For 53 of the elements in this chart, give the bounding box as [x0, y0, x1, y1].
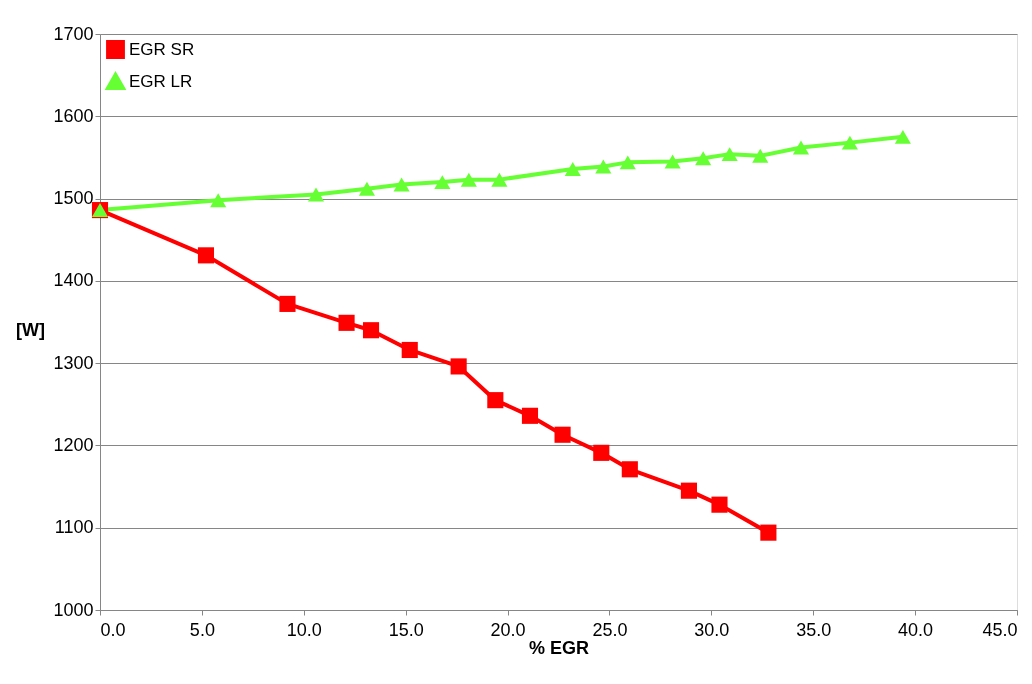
point [450, 358, 467, 375]
point [680, 482, 697, 499]
point [841, 135, 858, 150]
point [621, 461, 638, 478]
x-tick-label: 5.0 [189, 619, 215, 640]
x-tick-label: 10.0 [286, 619, 322, 640]
point [338, 314, 355, 331]
point [721, 147, 738, 162]
x-tick-label: 25.0 [592, 619, 628, 640]
y-tick-label: 1600 [53, 105, 94, 126]
point [487, 392, 504, 409]
point [210, 193, 227, 208]
point [197, 247, 215, 264]
point [393, 177, 410, 192]
point [554, 426, 571, 443]
point [460, 172, 477, 187]
y-tick-label: 1200 [53, 434, 94, 455]
point [491, 172, 508, 187]
point [401, 341, 418, 359]
point [664, 154, 681, 169]
point [358, 181, 376, 196]
point [894, 129, 911, 144]
point [362, 322, 380, 339]
x-tick-label: 30.0 [694, 619, 730, 640]
point [619, 155, 636, 170]
point [595, 159, 612, 174]
y-tick-label: 1100 [54, 517, 94, 538]
x-tick-label: 45.0 [982, 619, 1018, 640]
x-tick-label: 0.0 [100, 619, 126, 640]
y-tick-label: 1500 [53, 188, 94, 209]
y-tick-label: 1700 [53, 23, 94, 44]
point [792, 140, 810, 155]
x-tick-label: 40.0 [898, 619, 934, 640]
point [307, 187, 325, 202]
point [434, 175, 451, 190]
point [521, 407, 539, 424]
x-tick-label: 15.0 [388, 619, 424, 640]
x-tick-label: 20.0 [490, 619, 526, 640]
point [564, 161, 581, 176]
y-tick-label: 1300 [53, 352, 94, 373]
point [279, 295, 296, 312]
y-tick-label: 1400 [53, 270, 94, 291]
x-axis-title: % EGR [528, 637, 590, 658]
point [695, 151, 712, 166]
point [760, 524, 777, 541]
y-tick-label: 1000 [53, 599, 94, 620]
point [752, 148, 769, 163]
y-axis-title: [W] [16, 319, 45, 340]
legend-label: EGR SR [129, 39, 195, 59]
point [593, 444, 610, 461]
point [711, 496, 728, 513]
x-tick-label: 35.0 [796, 619, 832, 640]
legend-label: EGR LR [129, 71, 193, 91]
